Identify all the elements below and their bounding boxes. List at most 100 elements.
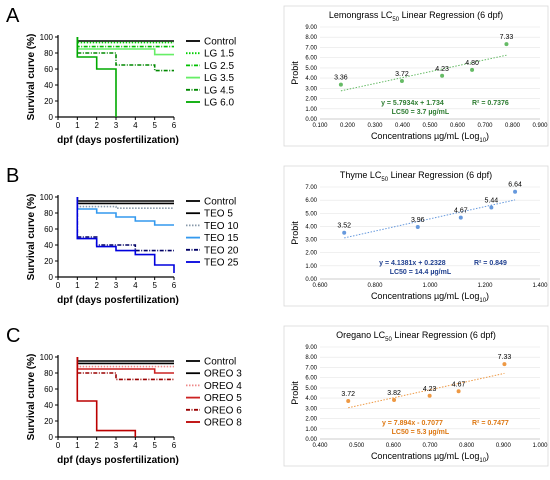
y-tick-label: 2.00 bbox=[305, 97, 317, 103]
x-axis-title: Concentrations µg/mL (Log10) bbox=[371, 291, 489, 304]
y-tick-label: 1.00 bbox=[305, 427, 317, 433]
r-squared: R² = 0.7477 bbox=[472, 420, 509, 427]
y-tick-label: 2.00 bbox=[305, 417, 317, 423]
trendline bbox=[348, 372, 505, 409]
y-tick-label: 2.00 bbox=[305, 251, 317, 257]
survival-chart-b: 0 20 40 60 80 100 0 1 2 3 4 5 6 dpf (days posfertiliz… bbox=[26, 193, 239, 306]
legend-label: OREO 6 bbox=[204, 405, 242, 416]
regression-equation: y = 4.1381x + 0.2328 bbox=[379, 260, 446, 267]
chart-frame bbox=[283, 325, 549, 467]
legend-label: OREO 8 bbox=[204, 418, 242, 429]
y-tick-label: 0 bbox=[49, 113, 54, 122]
survival-chart-a: 0 20 40 60 80 100 0 1 2 3 4 5 6 dpf (days posfertiliz… bbox=[26, 33, 236, 146]
data-label: 7.33 bbox=[498, 354, 512, 361]
data-label: 3.96 bbox=[411, 217, 425, 224]
x-tick-label: 4 bbox=[133, 441, 138, 450]
x-tick-label: 2 bbox=[94, 121, 99, 130]
y-tick-label: 6.00 bbox=[305, 376, 317, 382]
y-tick-label: 40 bbox=[44, 241, 53, 250]
y-tick-label: 6.00 bbox=[305, 198, 317, 204]
y-tick-label: 4.00 bbox=[305, 396, 317, 402]
data-label: 5.44 bbox=[485, 198, 499, 205]
data-point bbox=[342, 230, 347, 235]
x-tick-label: 0.400 bbox=[312, 443, 328, 449]
y-tick-label: 3.00 bbox=[305, 406, 317, 412]
legend-label: TEO 15 bbox=[204, 233, 239, 244]
x-tick-label: 0.600 bbox=[450, 123, 466, 129]
x-tick-label: 0.700 bbox=[422, 443, 438, 449]
x-tick-label: 3 bbox=[114, 281, 119, 290]
series-line-lg-1-5 bbox=[76, 37, 174, 44]
x-tick-label: 1.400 bbox=[532, 283, 548, 289]
chart-frame bbox=[283, 165, 549, 307]
data-point bbox=[513, 189, 518, 194]
x-axis-title: dpf (days posfertilization) bbox=[57, 135, 179, 146]
data-point bbox=[440, 73, 445, 78]
data-point bbox=[392, 397, 397, 402]
data-label: 3.36 bbox=[334, 75, 348, 82]
y-tick-label: 20 bbox=[44, 97, 53, 106]
regression-chart-a: Lemongrass LC50 Linear Regression (6 dpf… bbox=[283, 5, 549, 147]
lc50-value: LC50 = 14.4 µg/mL bbox=[390, 269, 452, 276]
y-tick-label: 80 bbox=[44, 209, 53, 218]
trendline bbox=[340, 54, 507, 92]
lc50-value: LC50 = 3.7 µg/mL bbox=[392, 109, 450, 116]
x-tick-label: 0.300 bbox=[367, 123, 383, 129]
data-label: 3.82 bbox=[387, 390, 401, 397]
data-label: 3.72 bbox=[341, 391, 355, 398]
y-axis-title: Survival curve (%) bbox=[26, 354, 37, 441]
data-label: 4.67 bbox=[454, 208, 468, 215]
series-line-oreo-8 bbox=[76, 357, 137, 437]
x-tick-label: 0.600 bbox=[386, 443, 402, 449]
data-point bbox=[470, 67, 475, 72]
regression-chart-c: Oregano LC50 Linear Regression (6 dpf) 0.… bbox=[283, 325, 549, 467]
x-tick-label: 0.100 bbox=[312, 123, 328, 129]
y-tick-label: 6.00 bbox=[305, 56, 317, 62]
series-line-control bbox=[76, 37, 174, 42]
legend-label: LG 3.5 bbox=[204, 73, 234, 84]
x-tick-label: 0 bbox=[56, 281, 61, 290]
legend-label: LG 2.5 bbox=[204, 61, 234, 72]
regression-equation: y = 7.894x - 0.7077 bbox=[382, 420, 443, 427]
x-tick-label: 0.800 bbox=[367, 283, 383, 289]
x-tick-label: 2 bbox=[94, 441, 99, 450]
survival-chart-c: 0 20 40 60 80 100 0 1 2 3 4 5 6 dpf (days posfertiliz… bbox=[26, 353, 242, 466]
x-tick-label: 0 bbox=[56, 441, 61, 450]
regression-equation: y = 5.7934x + 1.734 bbox=[381, 100, 444, 107]
data-point bbox=[489, 205, 494, 210]
data-point bbox=[338, 82, 343, 87]
x-tick-label: 3 bbox=[114, 121, 119, 130]
lc50-value: LC50 = 5.3 µg/mL bbox=[392, 429, 450, 436]
regression-chart-b: Thyme LC50 Linear Regression (6 dpf) 0.00… bbox=[283, 165, 549, 307]
y-tick-label: 5.00 bbox=[305, 211, 317, 217]
x-tick-label: 5 bbox=[152, 441, 157, 450]
y-axis-title: Survival curve (%) bbox=[26, 194, 37, 281]
r-squared: R² = 0.849 bbox=[474, 260, 507, 267]
legend-label: LG 6.0 bbox=[204, 98, 234, 109]
y-tick-label: 0 bbox=[49, 273, 54, 282]
series-line-lg-6-0 bbox=[76, 37, 117, 117]
data-label: 3.72 bbox=[395, 71, 409, 78]
y-tick-label: 0.00 bbox=[305, 277, 317, 283]
x-tick-label: 6 bbox=[172, 441, 177, 450]
x-tick-label: 1.200 bbox=[477, 283, 493, 289]
x-axis-title: Concentrations µg/mL (Log10) bbox=[371, 451, 489, 464]
y-tick-label: 20 bbox=[44, 257, 53, 266]
legend-label: TEO 5 bbox=[204, 209, 233, 220]
series-line-control bbox=[76, 357, 174, 362]
y-tick-label: 20 bbox=[44, 417, 53, 426]
y-axis-title: Probit bbox=[290, 61, 300, 85]
y-tick-label: 0.00 bbox=[305, 437, 317, 443]
legend-label: LG 4.5 bbox=[204, 85, 234, 96]
chart-frame bbox=[283, 5, 549, 147]
data-point bbox=[399, 78, 404, 83]
y-tick-label: 8.00 bbox=[305, 355, 317, 361]
x-tick-label: 1.000 bbox=[532, 443, 548, 449]
x-tick-label: 5 bbox=[152, 281, 157, 290]
data-label: 4.67 bbox=[452, 381, 466, 388]
y-tick-label: 100 bbox=[40, 353, 54, 362]
x-tick-label: 0.200 bbox=[340, 123, 356, 129]
chart-title: Lemongrass LC50 Linear Regression (6 dpf… bbox=[329, 10, 503, 23]
y-tick-label: 40 bbox=[44, 401, 53, 410]
legend-label: TEO 20 bbox=[204, 245, 239, 256]
